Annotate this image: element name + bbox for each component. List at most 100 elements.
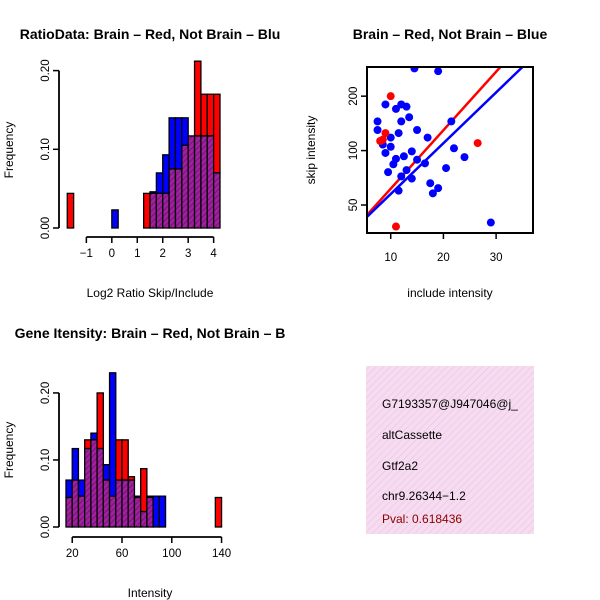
- intensity-x-tick-label: 60: [116, 548, 129, 560]
- scatter-point-notbrain: [402, 102, 411, 111]
- scatter-point-notbrain: [442, 164, 451, 173]
- intensity-bar-notbrain: [90, 432, 98, 441]
- intensity-y-tick-label: 0.00: [40, 516, 52, 538]
- intensity-bar-overlap: [71, 479, 80, 528]
- scatter-panel: Brain – Red, Not Brain – Blue 10 20 305010…: [304, 26, 547, 300]
- scatter-point-notbrain: [384, 168, 393, 177]
- ratio-bar-brain: [206, 93, 215, 137]
- ratio-bar-overlap: [200, 135, 208, 229]
- scatter-point-brain: [378, 135, 387, 144]
- ratio-bar-overlap: [181, 144, 189, 229]
- ratio-bar-overlap: [193, 135, 202, 229]
- scatter-point-notbrain: [407, 174, 416, 183]
- intensity-x-tick-label: 20: [66, 548, 79, 560]
- ratio-bar-notbrain: [174, 117, 183, 170]
- scatter-axes: 10 20 30 50 100 200: [348, 87, 503, 264]
- ratio-bar-brain: [193, 60, 202, 137]
- ratio-x-tick-label: 4: [210, 248, 217, 260]
- intensity-histogram-title: Gene Itensity: Brain – Red, Not Brain – …: [15, 325, 286, 341]
- ratio-y-tick-label: 0.20: [40, 59, 52, 81]
- scatter-point-notbrain: [402, 166, 411, 175]
- intensity-bar-overlap: [96, 447, 104, 528]
- ratio-histogram-axes: −1 0 1 2 3 4 0.00 0.10 0.20: [40, 59, 217, 260]
- scatter-point-notbrain: [434, 67, 443, 76]
- intensity-bar-overlap: [77, 495, 86, 528]
- scatter-points: [373, 67, 532, 249]
- scatter-point-notbrain: [423, 133, 432, 142]
- intensity-bar-notbrain: [102, 464, 111, 481]
- scatter-point-brain: [381, 129, 390, 138]
- ratio-bar-overlap: [155, 192, 164, 229]
- ratio-histogram-panel: RatioData: Brain – Red, Not Brain – Blu …: [2, 26, 280, 300]
- scatter-x-tick-label: 30: [490, 252, 503, 264]
- scatter-point-notbrain: [426, 179, 435, 188]
- scatter-point-notbrain: [449, 144, 458, 153]
- intensity-bar-brain: [140, 468, 148, 513]
- intensity-bar-overlap: [84, 447, 92, 528]
- intensity-y-tick-label: 0.20: [40, 382, 52, 404]
- scatter-point-notbrain: [447, 117, 456, 126]
- ratio-histogram-title: RatioData: Brain – Red, Not Brain – Blu: [20, 26, 281, 42]
- intensity-bar-overlap: [133, 496, 142, 528]
- scatter-point-notbrain: [413, 155, 422, 164]
- ratio-bar-notbrain: [111, 209, 119, 229]
- intensity-y-tick-label: 0.10: [40, 449, 52, 471]
- scatter-ylabel: skip intensity: [304, 116, 318, 185]
- info-event-id: G7193357@J947046@j_: [382, 397, 518, 411]
- intensity-bar-overlap: [102, 479, 111, 528]
- scatter-point-notbrain: [386, 133, 395, 142]
- scatter-point-notbrain: [434, 184, 443, 193]
- scatter-point-brain: [386, 92, 395, 101]
- intensity-histogram-ylabel: Frequency: [2, 422, 16, 479]
- intensity-bar-overlap: [115, 479, 123, 528]
- scatter-point-notbrain: [410, 67, 419, 73]
- ratio-bar-overlap: [206, 135, 215, 229]
- ratio-bar-overlap: [149, 192, 158, 229]
- ratio-bar-brain: [212, 93, 221, 174]
- scatter-point-notbrain: [460, 153, 469, 162]
- intensity-histogram-xlabel: Intensity: [128, 586, 173, 600]
- ratio-x-tick-label: 0: [109, 248, 115, 260]
- scatter-point-notbrain: [420, 159, 429, 168]
- scatter-point-notbrain: [381, 100, 390, 109]
- ratio-bar-overlap: [187, 135, 196, 229]
- scatter-y-tick-label: 200: [348, 87, 360, 106]
- scatter-y-tick-label: 50: [348, 199, 360, 212]
- intensity-bar-notbrain: [152, 495, 160, 528]
- ratio-bar-overlap: [162, 192, 170, 229]
- scatter-point-notbrain: [397, 172, 406, 181]
- scatter-point-notbrain: [413, 125, 422, 134]
- scatter-point-notbrain: [399, 152, 408, 161]
- ratio-bar-overlap: [212, 172, 221, 229]
- ratio-x-tick-label: 1: [134, 248, 140, 260]
- info-panel: G7193357@J947046@j_ altCassette Gtf2a2 c…: [366, 366, 534, 534]
- ratio-y-tick-label: 0.00: [40, 217, 52, 239]
- intensity-histogram-panel: Gene Itensity: Brain – Red, Not Brain – …: [2, 325, 285, 600]
- intensity-bar-overlap: [127, 479, 136, 528]
- scatter-point-brain: [473, 139, 482, 148]
- intensity-bar-notbrain: [77, 479, 86, 497]
- scatter-title: Brain – Red, Not Brain – Blue: [353, 26, 548, 42]
- scatter-point-notbrain: [486, 218, 495, 227]
- scatter-x-tick-label: 20: [437, 252, 450, 264]
- intensity-bar-notbrain: [158, 495, 167, 528]
- intensity-bar-brain: [214, 496, 223, 528]
- intensity-bar-notbrain: [71, 447, 80, 481]
- scatter-y-tick-label: 100: [348, 141, 360, 160]
- ratio-bar-overlap: [168, 168, 177, 229]
- intensity-bar-notbrain: [65, 479, 73, 499]
- info-pval: Pval: 0.618436: [382, 512, 462, 526]
- info-gene: Gtf2a2: [382, 459, 418, 473]
- scatter-point-notbrain: [428, 189, 437, 198]
- scatter-point-brain: [524, 241, 532, 249]
- scatter-point-brain: [391, 222, 400, 231]
- scatter-point-notbrain: [373, 117, 382, 126]
- scatter-point-notbrain: [405, 113, 414, 122]
- ratio-bar-overlap: [174, 168, 183, 229]
- scatter-point-notbrain: [381, 148, 390, 157]
- intensity-bar-overlap: [121, 479, 129, 528]
- intensity-bar-notbrain: [108, 372, 117, 497]
- intensity-bar-overlap: [108, 495, 117, 528]
- ratio-bar-notbrain: [162, 154, 170, 195]
- ratio-bar-notbrain: [155, 172, 164, 195]
